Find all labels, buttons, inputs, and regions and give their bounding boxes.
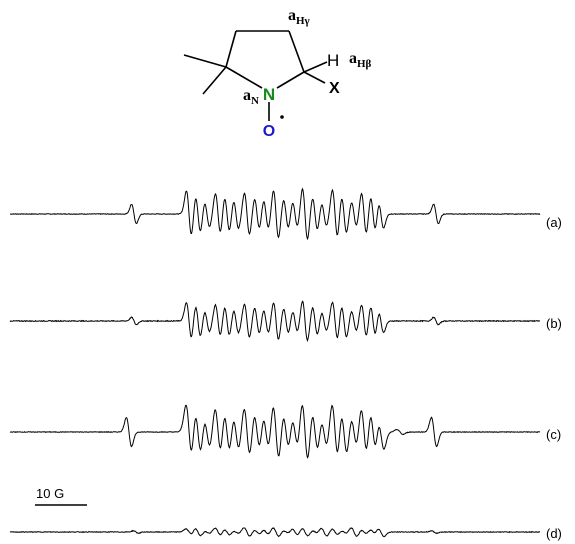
scale-bar: 10 G: [35, 486, 87, 506]
scale-bar-label: 10 G: [36, 486, 64, 501]
spectrum-label-c: (c): [546, 427, 561, 442]
bond-c5-n: [276, 71, 305, 89]
label-a-h-gamma: aHγ: [288, 7, 310, 27]
spectrum-trace-c: [9, 404, 541, 459]
bond-c2-c3: [225, 30, 237, 68]
bond-methyl-2: [202, 66, 227, 95]
bond-c4-c5: [288, 30, 305, 73]
spectrum-label-d: (d): [546, 526, 562, 541]
substituent-x: X: [329, 80, 340, 97]
spectrum-trace-b: [9, 300, 541, 343]
spectrum-label-a: (a): [546, 215, 562, 230]
spectrum-trace-d: [9, 527, 540, 538]
radical-dot: [280, 115, 284, 119]
nitrogen-atom: N: [263, 85, 275, 104]
bond-methyl-1: [183, 54, 227, 68]
bond-c5-h: [303, 61, 328, 73]
bond-c5-x: [303, 71, 326, 84]
spectrum-label-b: (b): [546, 316, 562, 331]
spectra-group: (a) (b) (c) (d): [9, 187, 562, 541]
spectrum-trace-a: [10, 187, 541, 241]
nitroxide-structure: N O H X aHγ aHβ aN: [183, 7, 372, 140]
oxygen-atom: O: [263, 123, 275, 140]
hydrogen-atom: H: [327, 51, 339, 70]
bond-n-c2: [225, 66, 263, 89]
label-a-h-beta: aHβ: [349, 50, 372, 70]
label-a-n: aN: [243, 87, 259, 107]
